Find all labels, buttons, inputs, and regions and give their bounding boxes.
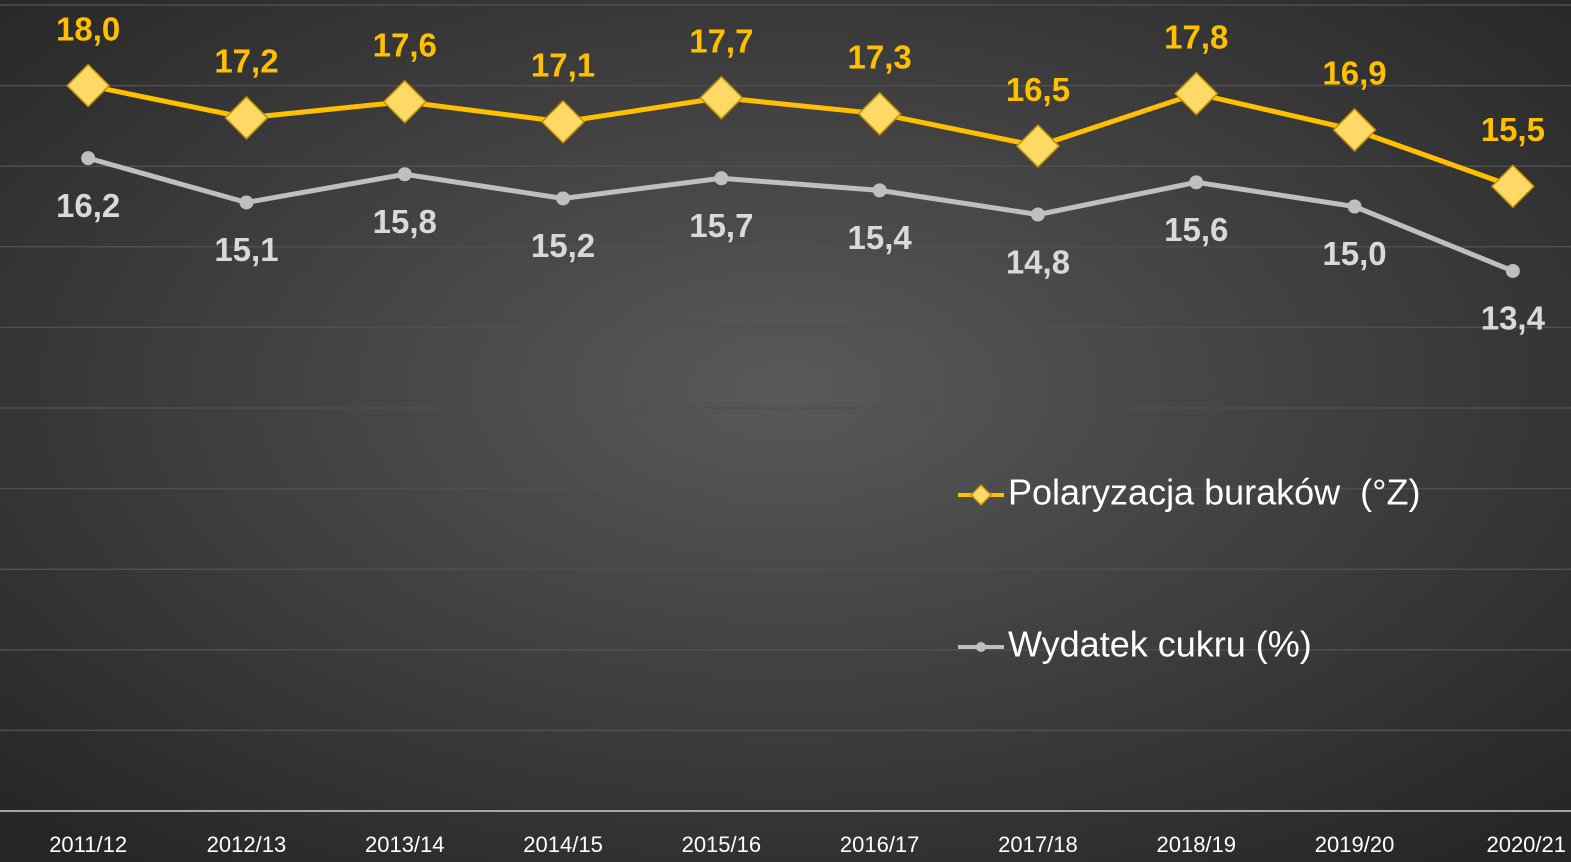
marker bbox=[556, 191, 571, 206]
marker bbox=[1332, 107, 1377, 152]
data-label: 15,8 bbox=[373, 203, 437, 240]
data-label: 15,6 bbox=[1164, 211, 1228, 248]
marker bbox=[66, 63, 111, 108]
legend-marker bbox=[976, 642, 986, 652]
marker bbox=[224, 95, 269, 140]
marker bbox=[397, 167, 412, 182]
data-label: 17,1 bbox=[531, 47, 595, 84]
x-tick-label: 2018/19 bbox=[1156, 832, 1236, 857]
data-label: 16,5 bbox=[1006, 71, 1070, 108]
series-line bbox=[87, 155, 1514, 274]
data-label: 17,7 bbox=[689, 22, 753, 59]
data-label: 17,6 bbox=[373, 26, 437, 63]
data-label: 16,9 bbox=[1322, 55, 1386, 92]
marker bbox=[382, 79, 427, 124]
legend-label: Wydatek cukru (%) bbox=[1008, 624, 1312, 665]
data-label: 15,5 bbox=[1481, 111, 1545, 148]
data-label: 14,8 bbox=[1006, 243, 1070, 280]
data-label: 15,0 bbox=[1322, 235, 1386, 272]
data-label: 16,2 bbox=[56, 187, 120, 224]
data-label: 15,4 bbox=[848, 219, 913, 256]
legend-marker bbox=[969, 483, 993, 507]
marker bbox=[857, 91, 902, 136]
data-label: 13,4 bbox=[1481, 300, 1546, 337]
data-label: 15,1 bbox=[214, 231, 278, 268]
x-tick-label: 2015/16 bbox=[682, 832, 762, 857]
x-tick-label: 2014/15 bbox=[523, 832, 603, 857]
marker bbox=[1015, 123, 1061, 169]
x-tick-label: 2011/12 bbox=[49, 832, 127, 857]
data-label: 17,2 bbox=[214, 43, 278, 80]
marker bbox=[1030, 207, 1045, 222]
marker bbox=[540, 99, 586, 144]
data-label: 18,0 bbox=[56, 10, 120, 47]
x-tick-label: 2012/13 bbox=[207, 832, 287, 857]
x-tick-label: 2020/21 bbox=[1486, 832, 1566, 857]
marker bbox=[872, 183, 887, 198]
x-tick-label: 2013/14 bbox=[365, 832, 445, 857]
marker bbox=[1174, 71, 1219, 116]
marker bbox=[1505, 263, 1520, 278]
x-tick-label: 2016/17 bbox=[840, 832, 920, 857]
marker bbox=[1490, 164, 1535, 209]
marker bbox=[239, 195, 254, 210]
data-label: 17,3 bbox=[848, 39, 912, 76]
data-label: 15,7 bbox=[689, 207, 753, 244]
data-label: 17,8 bbox=[1164, 18, 1228, 55]
series-line bbox=[87, 83, 1514, 189]
marker bbox=[714, 171, 729, 186]
data-label: 15,2 bbox=[531, 227, 595, 264]
marker bbox=[699, 75, 744, 120]
marker bbox=[1347, 199, 1362, 214]
x-tick-label: 2017/18 bbox=[998, 832, 1078, 857]
marker bbox=[81, 151, 96, 166]
legend-label: Polaryzacja buraków (°Z) bbox=[1008, 472, 1421, 513]
x-tick-label: 2019/20 bbox=[1315, 832, 1395, 857]
marker bbox=[1189, 175, 1204, 190]
